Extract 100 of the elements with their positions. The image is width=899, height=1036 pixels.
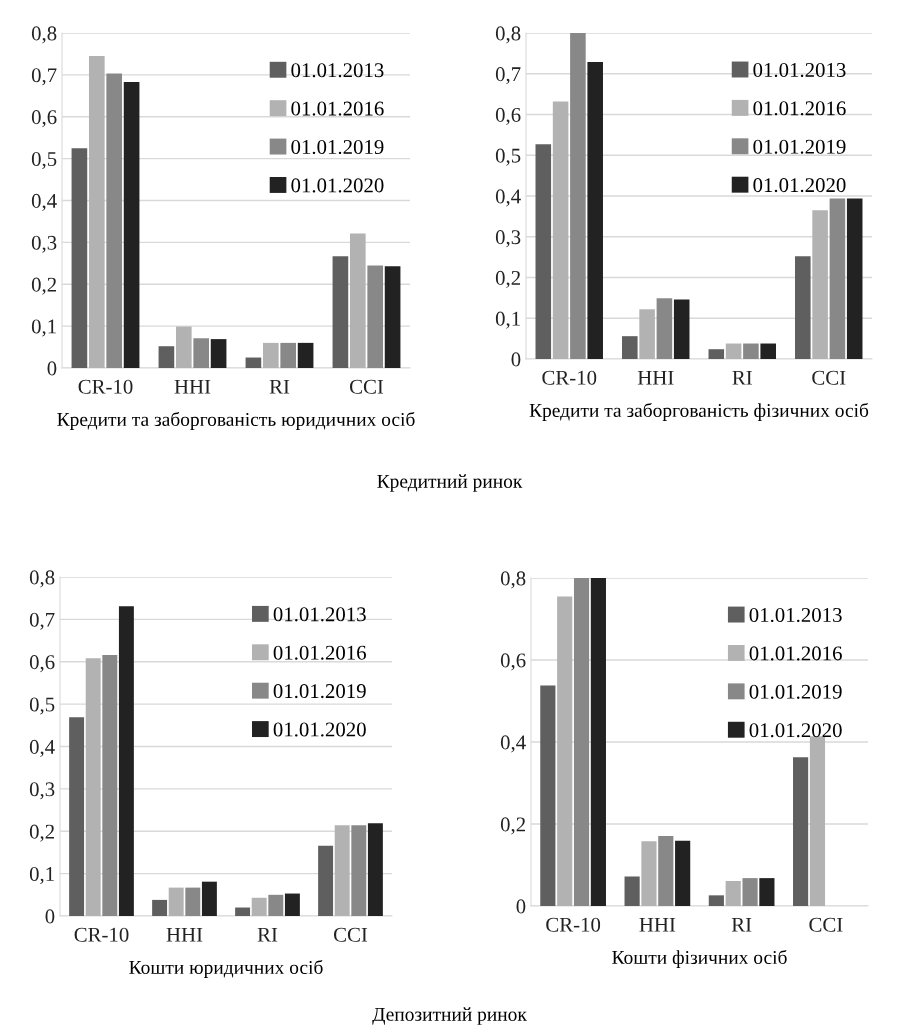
legend-label: 01.01.2020 <box>291 178 384 193</box>
bar <box>573 578 590 906</box>
legend-label: 01.01.2020 <box>273 722 366 737</box>
bar <box>262 342 279 368</box>
legend-label: 01.01.2013 <box>753 62 846 78</box>
x-tick-label: CR-10 <box>78 379 133 394</box>
bar <box>201 881 217 916</box>
y-tick-label: 0,1 <box>31 319 56 337</box>
bar <box>675 840 691 906</box>
y-tick-label: 0,7 <box>495 67 521 85</box>
bar <box>367 265 384 368</box>
bar <box>846 198 863 359</box>
bar <box>708 349 725 359</box>
bar <box>742 878 758 906</box>
bar <box>106 73 123 368</box>
x-tick-label: RI <box>269 379 290 394</box>
legend-label: 01.01.2016 <box>273 645 366 660</box>
bar <box>235 907 251 916</box>
x-tick-label: RI <box>257 927 278 942</box>
bar <box>69 717 85 916</box>
y-tick-label: 0,2 <box>495 270 520 288</box>
x-tick-label: HHI <box>639 917 676 932</box>
x-axis-title: Кредити та заборгованість фізичних осіб <box>529 402 869 421</box>
x-axis-title: Кошти фізичних осіб <box>612 949 787 968</box>
y-tick-label: 0,8 <box>31 26 57 44</box>
x-tick-label: HHI <box>174 379 211 394</box>
bar <box>175 326 192 368</box>
y-tick-label: 0,3 <box>31 235 57 253</box>
bar <box>168 887 184 916</box>
legend-label: 01.01.2013 <box>273 607 366 622</box>
bar <box>743 343 759 359</box>
bar <box>102 654 118 916</box>
bar <box>658 835 674 906</box>
bar <box>641 841 657 906</box>
x-tick-label: CCI <box>809 917 843 932</box>
y-tick-label: 0,6 <box>31 110 57 128</box>
y-tick-label: 0,5 <box>495 148 521 166</box>
y-tick-label: 0,1 <box>29 867 54 885</box>
bar <box>210 339 227 368</box>
bar <box>793 757 809 906</box>
bar <box>622 336 638 359</box>
bar <box>318 845 334 916</box>
bar <box>540 685 556 906</box>
y-tick-label: 0 <box>511 352 521 367</box>
bar <box>708 895 724 906</box>
bar <box>123 81 140 368</box>
legend-label: 01.01.2013 <box>291 63 384 78</box>
x-tick-label: HHI <box>166 927 203 942</box>
bar <box>590 578 606 906</box>
legend-label: 01.01.2016 <box>749 646 842 661</box>
bar <box>268 894 284 916</box>
y-tick-label: 0,8 <box>500 571 526 589</box>
bar <box>384 266 401 368</box>
bar <box>297 342 314 368</box>
y-tick-label: 0,6 <box>500 653 526 671</box>
legend-label: 01.01.2019 <box>753 139 846 154</box>
x-tick-label: HHI <box>637 370 674 385</box>
y-tick-label: 0,5 <box>31 152 57 170</box>
bar <box>351 825 367 916</box>
y-tick-label: 0,6 <box>29 655 55 673</box>
bar <box>367 823 383 916</box>
bar <box>185 887 201 916</box>
y-tick-label: 0,3 <box>29 782 55 800</box>
bar <box>71 148 88 368</box>
y-tick-label: 0,3 <box>495 230 521 248</box>
bar <box>280 342 297 368</box>
bar <box>332 256 349 368</box>
y-tick-label: 0,4 <box>500 735 526 753</box>
y-tick-label: 0 <box>516 899 526 914</box>
legend-label: 01.01.2020 <box>753 178 846 193</box>
bar <box>656 298 673 359</box>
y-tick-label: 0,1 <box>495 311 520 329</box>
legend-label: 01.01.2019 <box>273 684 366 699</box>
bar <box>535 144 552 359</box>
bar <box>88 56 105 368</box>
bar <box>759 878 775 906</box>
x-axis-title: Кошти юридичних осіб <box>129 959 323 978</box>
bar <box>334 825 350 916</box>
bar <box>639 309 655 359</box>
x-tick-label: RI <box>732 370 752 385</box>
bar <box>552 101 569 359</box>
bar <box>760 343 776 359</box>
bar <box>284 893 300 916</box>
y-tick-label: 0 <box>47 361 57 376</box>
x-tick-label: CR-10 <box>546 917 601 932</box>
bar <box>158 346 175 368</box>
bar <box>673 299 690 359</box>
x-tick-label: CCI <box>812 370 846 385</box>
y-tick-label: 0,6 <box>495 107 521 125</box>
bar <box>570 33 586 359</box>
y-tick-label: 0 <box>45 909 55 924</box>
legend-label: 01.01.2020 <box>749 723 842 738</box>
x-tick-label: CCI <box>333 927 368 942</box>
y-tick-label: 0,8 <box>29 570 55 588</box>
y-tick-label: 0,2 <box>31 277 56 295</box>
bar <box>251 897 267 916</box>
legend-label: 01.01.2016 <box>291 101 384 116</box>
y-tick-label: 0,2 <box>29 824 54 842</box>
bar <box>349 233 366 368</box>
bar <box>118 606 134 916</box>
